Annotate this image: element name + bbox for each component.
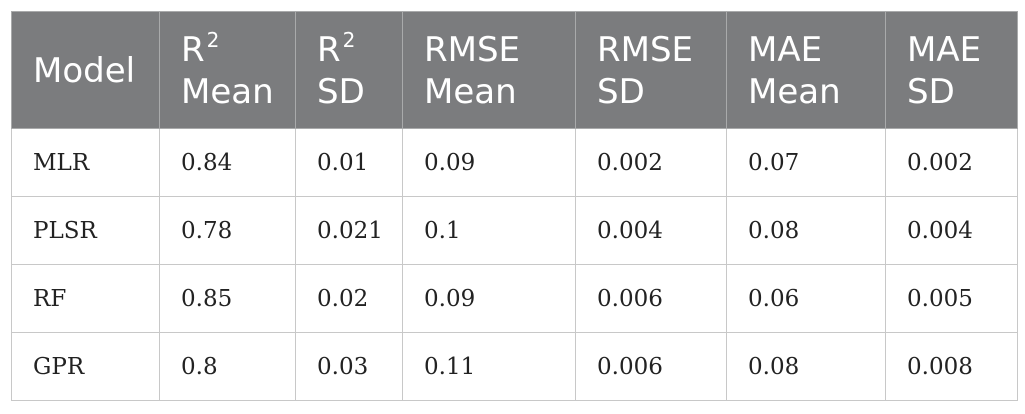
cell-rmse-sd: 0.004 <box>575 196 727 265</box>
header-r2-mean-superscript: 2 <box>206 28 220 52</box>
header-r2-mean-sublabel: Mean <box>181 72 274 112</box>
header-mae-mean: MAE Mean <box>726 11 886 129</box>
header-mae-sd: MAE SD <box>885 11 1018 129</box>
header-r2-sd-sublabel: SD <box>317 72 365 112</box>
header-r2-mean-label: R <box>181 30 205 70</box>
header-r2-sd-label: R <box>317 30 341 70</box>
cell-rmse-mean: 0.09 <box>402 264 576 333</box>
cell-mae-sd: 0.005 <box>885 264 1018 333</box>
header-rmse-mean: RMSE Mean <box>402 11 576 129</box>
header-rmse-mean-sublabel: Mean <box>424 72 517 112</box>
cell-mae-mean: 0.08 <box>726 332 886 401</box>
cell-r2-mean: 0.78 <box>159 196 296 265</box>
cell-rmse-mean: 0.09 <box>402 128 576 197</box>
cell-r2-mean: 0.84 <box>159 128 296 197</box>
cell-mae-mean: 0.06 <box>726 264 886 333</box>
cell-mae-mean: 0.08 <box>726 196 886 265</box>
cell-model: RF <box>11 264 160 333</box>
cell-rmse-mean: 0.11 <box>402 332 576 401</box>
header-r2-sd: R 2 SD <box>295 11 403 129</box>
header-model-label: Model <box>33 51 136 91</box>
table-row: PLSR 0.78 0.021 0.1 0.004 0.08 0.004 <box>11 196 1018 265</box>
header-model: Model <box>11 11 160 129</box>
cell-rmse-mean: 0.1 <box>402 196 576 265</box>
header-mae-sd-label: MAE <box>907 30 982 70</box>
header-mae-sd-sublabel: SD <box>907 72 955 112</box>
cell-rmse-sd: 0.002 <box>575 128 727 197</box>
cell-mae-sd: 0.008 <box>885 332 1018 401</box>
cell-mae-sd: 0.002 <box>885 128 1018 197</box>
header-rmse-sd-sublabel: SD <box>597 72 645 112</box>
header-rmse-sd-label: RMSE <box>597 30 694 70</box>
header-row: Model R 2 Mean R 2 SD RMSE Mean RMSE SD MAE Mea… <box>11 11 1018 129</box>
cell-r2-sd: 0.03 <box>295 332 403 401</box>
cell-r2-sd: 0.01 <box>295 128 403 197</box>
cell-mae-sd: 0.004 <box>885 196 1018 265</box>
header-rmse-mean-label: RMSE <box>424 30 521 70</box>
header-r2-sd-superscript: 2 <box>342 28 356 52</box>
cell-r2-mean: 0.8 <box>159 332 296 401</box>
cell-model: GPR <box>11 332 160 401</box>
cell-model: PLSR <box>11 196 160 265</box>
cell-model: MLR <box>11 128 160 197</box>
cell-mae-mean: 0.07 <box>726 128 886 197</box>
cell-r2-sd: 0.02 <box>295 264 403 333</box>
header-mae-mean-label: MAE <box>748 30 823 70</box>
header-mae-mean-sublabel: Mean <box>748 72 841 112</box>
table-row: GPR 0.8 0.03 0.11 0.006 0.08 0.008 <box>11 332 1018 401</box>
cell-rmse-sd: 0.006 <box>575 264 727 333</box>
header-rmse-sd: RMSE SD <box>575 11 727 129</box>
cell-r2-sd: 0.021 <box>295 196 403 265</box>
cell-r2-mean: 0.85 <box>159 264 296 333</box>
cell-rmse-sd: 0.006 <box>575 332 727 401</box>
results-table: Model R 2 Mean R 2 SD RMSE Mean RMSE SD MAE Mea… <box>11 11 1018 401</box>
table-row: RF 0.85 0.02 0.09 0.006 0.06 0.005 <box>11 264 1018 333</box>
header-r2-mean: R 2 Mean <box>159 11 296 129</box>
table-row: MLR 0.84 0.01 0.09 0.002 0.07 0.002 <box>11 128 1018 197</box>
